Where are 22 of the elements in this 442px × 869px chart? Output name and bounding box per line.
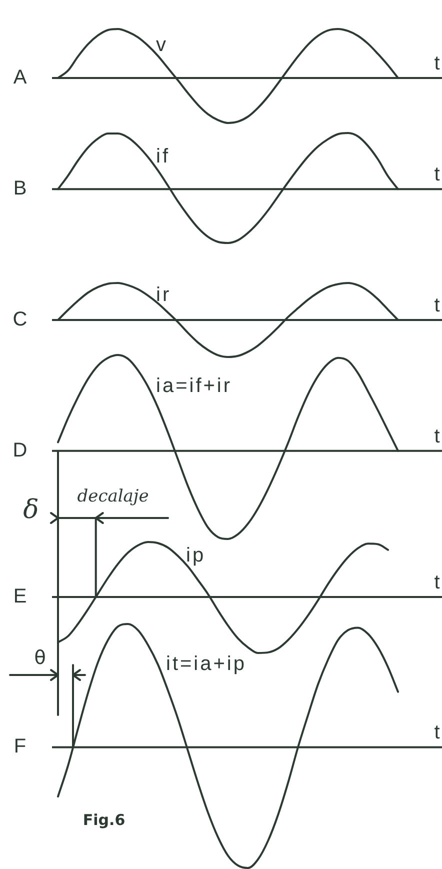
text: C (12, 308, 28, 331)
x-axis-title: t (434, 294, 440, 317)
annotation: decalaje (77, 486, 149, 506)
text: E (13, 585, 27, 608)
series-label: ip (186, 544, 206, 567)
series-label: ir (156, 284, 172, 306)
series-label: if (156, 146, 170, 168)
series-label: ia=if+ir (156, 375, 232, 398)
x-axis-title: t (434, 425, 440, 448)
series-label: v (156, 34, 168, 56)
text: θ (34, 646, 46, 669)
x-axis-title: t (434, 52, 440, 74)
text: D (12, 439, 28, 462)
x-axis-title: t (434, 164, 440, 186)
annotation: Fig.6 (82, 810, 126, 829)
series-label: it=ia+ip (166, 653, 246, 676)
text: δ (23, 494, 39, 525)
text: B (13, 178, 27, 200)
text: F (14, 736, 26, 758)
text: A (13, 66, 28, 88)
x-axis-title: t (434, 722, 440, 744)
x-axis-title: t (434, 571, 440, 594)
